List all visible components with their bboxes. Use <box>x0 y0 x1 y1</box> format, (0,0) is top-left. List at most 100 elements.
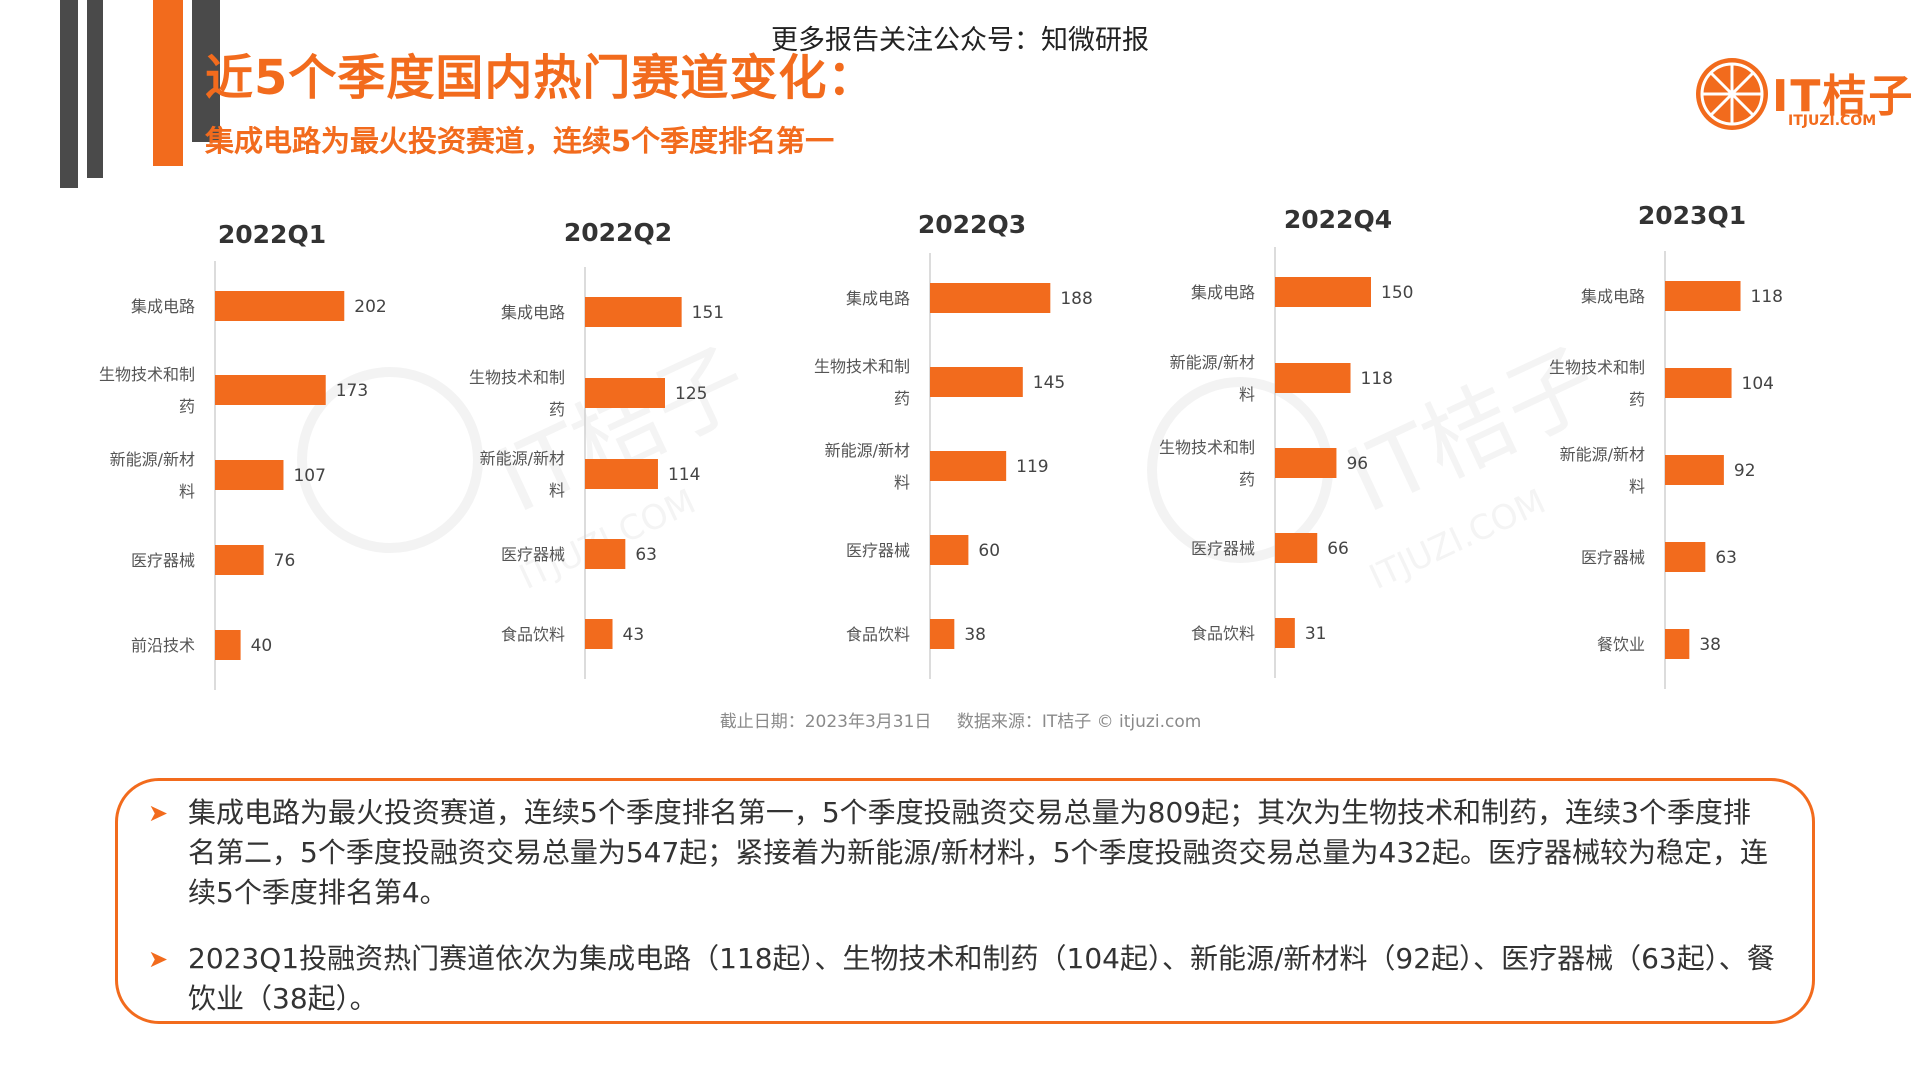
quarterly-bar-charts: 2022Q1202集成电路173生物技术和制药107新能源/新材料76医疗器械4… <box>99 201 1783 690</box>
category-label: 药 <box>179 397 195 416</box>
bar-value-label: 151 <box>692 303 724 323</box>
bar <box>930 619 955 649</box>
bar <box>1275 533 1318 563</box>
category-label: 集成电路 <box>1581 287 1645 306</box>
bar-value-label: 188 <box>1060 289 1092 309</box>
chart-title: 2022Q3 <box>918 210 1026 239</box>
category-label: 食品饮料 <box>501 625 565 644</box>
category-label: 料 <box>179 482 195 501</box>
bar-value-label: 173 <box>336 381 368 401</box>
category-label: 药 <box>1629 390 1645 409</box>
category-label: 食品饮料 <box>1191 624 1255 643</box>
bar-value-label: 125 <box>675 384 707 404</box>
category-label: 餐饮业 <box>1597 635 1645 654</box>
category-label: 新能源/新材 <box>1560 445 1645 464</box>
summary-bullet: ➤ 集成电路为最火投资赛道，连续5个季度排名第一，5个季度投融资交易总量为809… <box>148 793 1778 913</box>
chart-title: 2022Q2 <box>564 218 672 247</box>
bar <box>1275 618 1295 648</box>
page-title: 近5个季度国内热门赛道变化： <box>205 50 877 106</box>
summary-text: 集成电路为最火投资赛道，连续5个季度排名第一，5个季度投融资交易总量为809起；… <box>188 796 1768 909</box>
bar <box>215 545 264 575</box>
bar-value-label: 118 <box>1751 287 1783 307</box>
bar-value-label: 76 <box>274 551 296 571</box>
category-label: 药 <box>1239 470 1255 489</box>
bar <box>585 539 626 569</box>
bar-value-label: 107 <box>293 466 325 486</box>
bar-value-label: 38 <box>1699 635 1721 655</box>
logo-text: IT桔子 <box>1772 71 1915 122</box>
bar <box>215 291 345 321</box>
category-label: 生物技术和制 <box>469 368 565 387</box>
category-label: 新能源/新材 <box>825 441 910 460</box>
category-label: 生物技术和制 <box>99 365 195 384</box>
bar-value-label: 92 <box>1734 461 1756 481</box>
category-label: 医疗器械 <box>1581 548 1645 567</box>
itjuzi-logo-icon <box>1696 58 1768 130</box>
bar <box>930 535 969 565</box>
bar-value-label: 38 <box>964 625 986 645</box>
bar-value-label: 63 <box>1715 548 1737 568</box>
category-label: 新能源/新材 <box>110 450 195 469</box>
category-label: 料 <box>1629 477 1645 496</box>
summary-box: ➤ 集成电路为最火投资赛道，连续5个季度排名第一，5个季度投融资交易总量为809… <box>115 778 1815 1024</box>
bar <box>215 460 284 490</box>
bar <box>215 375 326 405</box>
bar-value-label: 31 <box>1305 624 1327 644</box>
bar-value-label: 60 <box>978 541 1000 561</box>
bar <box>1665 629 1690 659</box>
bar <box>1275 277 1371 307</box>
source-line: 截止日期：2023年3月31日 数据来源：IT桔子 © itjuzi.com <box>0 707 1921 732</box>
category-label: 前沿技术 <box>131 636 195 655</box>
bar-value-label: 119 <box>1016 457 1048 477</box>
chart-title: 2022Q1 <box>218 220 326 249</box>
bar <box>215 630 241 660</box>
bar <box>930 451 1007 481</box>
category-label: 生物技术和制 <box>1159 438 1255 457</box>
bar <box>585 297 682 327</box>
bar-value-label: 104 <box>1742 374 1774 394</box>
category-label: 新能源/新材 <box>480 449 565 468</box>
bar-value-label: 96 <box>1346 454 1368 474</box>
bar <box>1665 281 1741 311</box>
bar <box>585 619 613 649</box>
bar <box>585 378 665 408</box>
category-label: 料 <box>549 481 565 500</box>
category-label: 料 <box>894 473 910 492</box>
category-label: 集成电路 <box>501 303 565 322</box>
bar-value-label: 150 <box>1381 283 1413 303</box>
bar <box>1665 455 1724 485</box>
category-label: 料 <box>1239 385 1255 404</box>
category-label: 生物技术和制 <box>814 357 910 376</box>
bar-value-label: 43 <box>623 625 645 645</box>
category-label: 集成电路 <box>1191 283 1255 302</box>
category-label: 集成电路 <box>131 297 195 316</box>
bar-value-label: 66 <box>1327 539 1349 559</box>
bar <box>585 459 658 489</box>
decorative-bars <box>60 0 220 188</box>
category-label: 药 <box>894 389 910 408</box>
category-label: 医疗器械 <box>501 545 565 564</box>
bar-value-label: 114 <box>668 465 700 485</box>
bar-value-label: 40 <box>251 636 273 656</box>
bullet-arrow-icon: ➤ <box>148 799 169 827</box>
source-date: 截止日期：2023年3月31日 <box>719 712 932 732</box>
logo-domain: ITJUZI.COM <box>1788 113 1877 129</box>
bar <box>1665 542 1706 572</box>
category-label: 医疗器械 <box>131 551 195 570</box>
bar-value-label: 118 <box>1361 369 1393 389</box>
bar <box>930 367 1023 397</box>
category-label: 医疗器械 <box>1191 539 1255 558</box>
bar-value-label: 202 <box>354 297 386 317</box>
category-label: 药 <box>549 400 565 419</box>
category-label: 医疗器械 <box>846 541 910 560</box>
bar <box>1275 363 1351 393</box>
category-label: 集成电路 <box>846 289 910 308</box>
source-provider: 数据来源：IT桔子 © itjuzi.com <box>956 712 1202 732</box>
bar <box>1275 448 1337 478</box>
summary-bullet: ➤ 2023Q1投融资热门赛道依次为集成电路（118起）、生物技术和制药（104… <box>148 939 1778 1019</box>
category-label: 新能源/新材 <box>1170 353 1255 372</box>
chart-title: 2023Q1 <box>1638 201 1746 230</box>
bar-value-label: 145 <box>1033 373 1065 393</box>
top-note: 更多报告关注公众号：知微研报 <box>771 25 1149 56</box>
category-label: 生物技术和制 <box>1549 358 1645 377</box>
